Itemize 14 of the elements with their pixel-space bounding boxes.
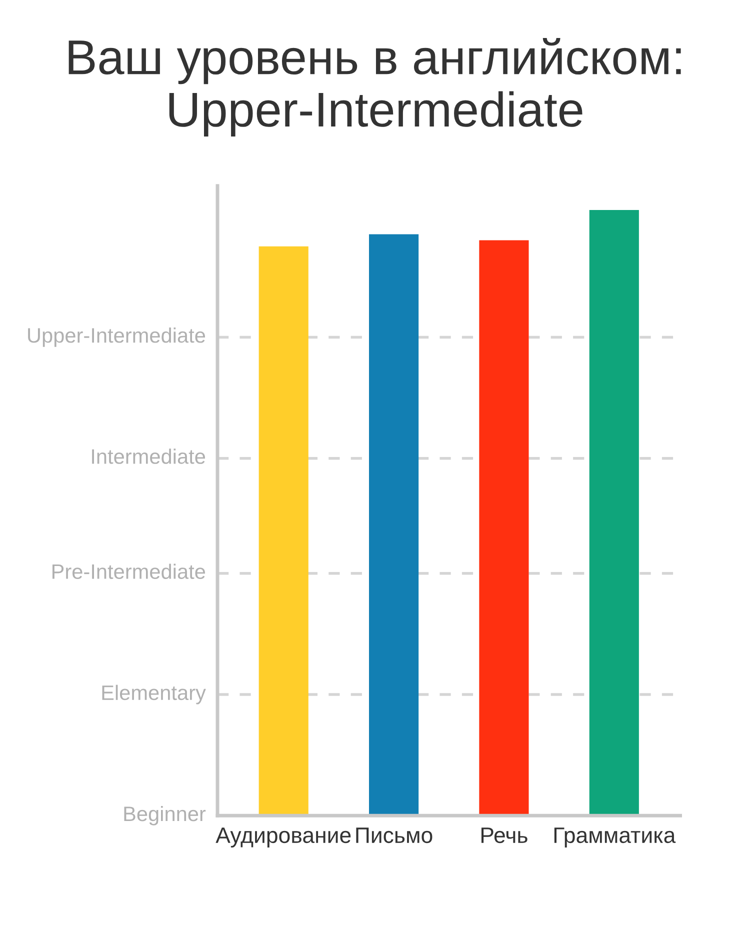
x-tick-label: Речь xyxy=(481,828,528,844)
ref-line-label: Pre-Intermediate xyxy=(52,564,206,579)
x-tick-label: Письмо xyxy=(356,828,432,844)
ref-line-label: Upper-Intermediate xyxy=(28,328,206,347)
x-tick-label: Грамматика xyxy=(554,828,676,848)
x-tick-label: Аудирование xyxy=(216,828,351,848)
ref-line-label: Intermediate xyxy=(92,448,206,464)
text: Beginner xyxy=(124,806,206,826)
bar xyxy=(479,240,529,816)
bar xyxy=(589,210,639,816)
bar xyxy=(258,246,308,816)
chart-title: Ваш уровень в английском: Upper-Intermediate xyxy=(68,38,681,137)
bar xyxy=(368,234,419,816)
ref-line-label: Elementary xyxy=(102,684,206,704)
